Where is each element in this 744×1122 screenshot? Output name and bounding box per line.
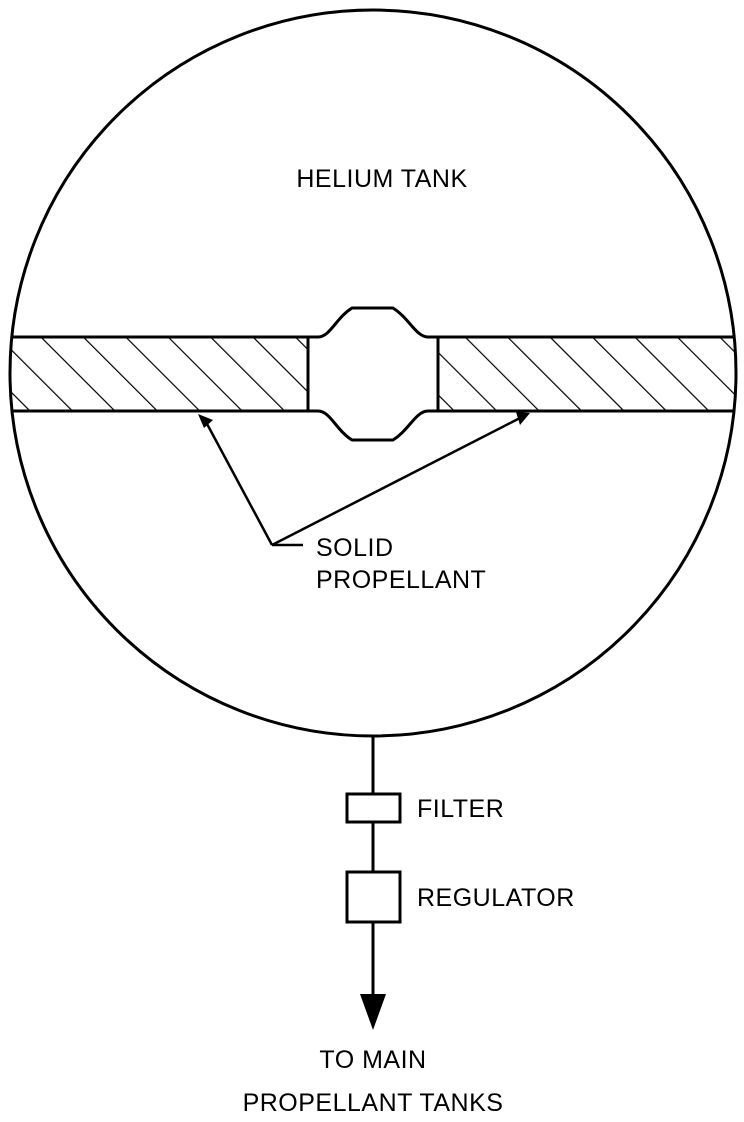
- propellant-band-right: [436, 335, 736, 413]
- central-port: [306, 306, 440, 442]
- filter-box: [345, 792, 402, 824]
- propellant-label-line1: SOLID: [316, 534, 394, 562]
- filter-label: FILTER: [417, 795, 504, 823]
- regulator-box: [345, 870, 402, 924]
- propellant-leaders: [198, 412, 530, 547]
- propellant-label-line2: PROPELLANT: [316, 566, 486, 594]
- regulator-label: REGULATOR: [417, 884, 575, 912]
- outlet-label-line1: TO MAIN: [319, 1046, 426, 1074]
- outlet-label-line2: PROPELLANT TANKS: [243, 1089, 504, 1117]
- arrow-down-icon: [360, 994, 386, 1030]
- tank-label: HELIUM TANK: [296, 165, 467, 193]
- propellant-band-left: [10, 335, 310, 413]
